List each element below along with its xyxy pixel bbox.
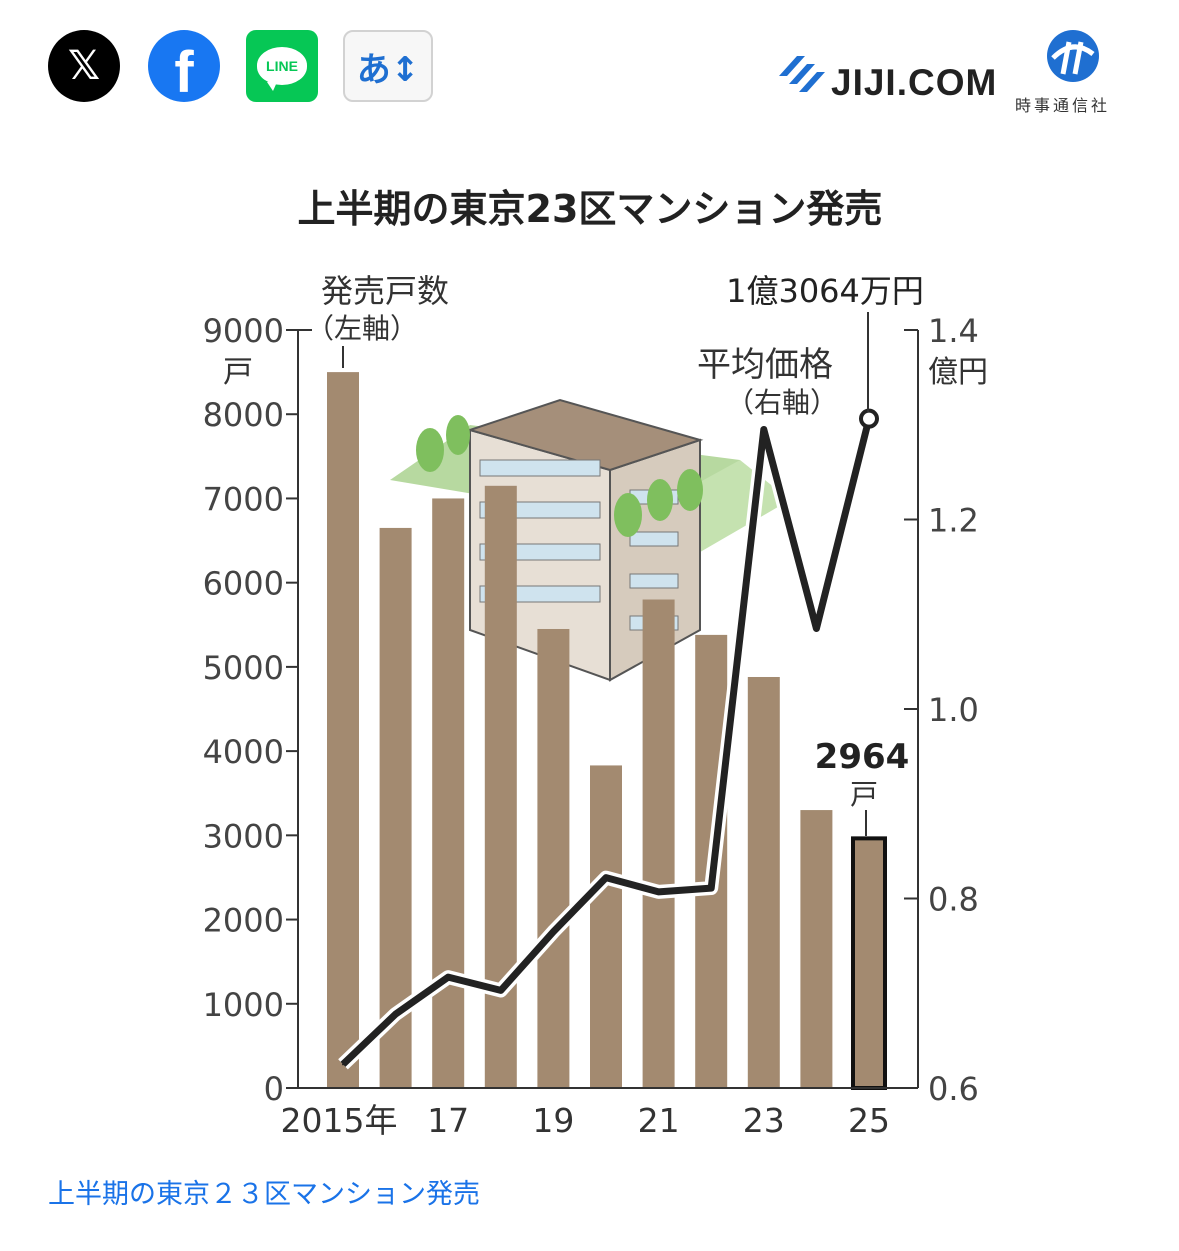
x-tick-label-2021: 21 (638, 1101, 680, 1140)
x-tick-label-2025: 25 (848, 1101, 890, 1140)
left-tick-label-8000: 8000 (203, 396, 284, 434)
left-axis-label-sub: （左軸） (306, 312, 418, 345)
x-tick-label-2015: 2015年 (281, 1101, 398, 1140)
bar-2021 (642, 599, 675, 1088)
left-tick-label-4000: 4000 (203, 733, 284, 771)
price-point-2023 (762, 428, 765, 431)
bar-2020 (590, 765, 622, 1088)
jiji-emblem-icon (1047, 30, 1099, 82)
left-tick-label-9000: 9000 (203, 312, 284, 350)
units-2025-unit: 戸 (850, 778, 878, 811)
left-tick-label-1000: 1000 (203, 986, 284, 1024)
price-point-2022 (710, 887, 713, 890)
right-axis-label: 平均価格 (697, 345, 833, 385)
chart-caption-link[interactable]: 上半期の東京２３区マンション発売 (48, 1179, 480, 1210)
price-point-2018 (499, 989, 502, 992)
bar-2019 (537, 628, 570, 1088)
left-tick-label-3000: 3000 (203, 817, 284, 855)
bar-2023 (747, 676, 780, 1088)
chart-title: 上半期の東京23区マンション発売 (298, 187, 883, 231)
facebook-share-button[interactable]: f (148, 30, 220, 105)
x-tick-label-2017: 17 (427, 1101, 469, 1140)
x-icon: 𝕏 (67, 43, 101, 89)
x-share-button[interactable]: 𝕏 (48, 30, 120, 102)
right-tick-label-1.2: 1.2 (928, 502, 979, 540)
logo-jp-text: 時事通信社 (1015, 96, 1111, 115)
price-point-2017 (447, 976, 450, 979)
left-tick-label-7000: 7000 (203, 480, 284, 518)
font-size-button[interactable]: あ↕ (343, 30, 433, 102)
price-point-2024 (815, 627, 818, 630)
right-tick-label-0.8: 0.8 (928, 881, 979, 919)
line-icon-label: LINE (266, 58, 298, 74)
facebook-icon: f (174, 39, 194, 105)
price-point-2020 (605, 876, 607, 879)
price-point-2016 (394, 1013, 397, 1016)
left-axis-label: 発売戸数 (321, 272, 449, 310)
price-line-series (338, 408, 879, 1070)
bar-2025 (851, 836, 887, 1091)
units-2025-annotation: 2964 (815, 737, 910, 777)
left-tick-label-6000: 6000 (203, 565, 284, 603)
right-tick-label-1: 1.0 (928, 691, 979, 729)
bar-2016 (379, 527, 412, 1088)
price-point-2015 (342, 1063, 344, 1066)
left-axis-unit: 戸 (223, 355, 253, 390)
x-tick-label-2019: 19 (532, 1101, 574, 1140)
bar-2024 (800, 810, 833, 1088)
bar-2018 (484, 485, 517, 1088)
left-tick-label-0: 0 (264, 1070, 284, 1108)
left-tick-label-5000: 5000 (203, 649, 284, 687)
bar-2015 (327, 372, 359, 1089)
left-tick-label-2000: 2000 (203, 902, 284, 940)
chart: 上半期の東京23区マンション発売 (0, 160, 1179, 1150)
price-point-2025 (859, 408, 879, 429)
chart-canvas: 上半期の東京23区マンション発売 (203, 187, 988, 1140)
right-axis-unit: 億円 (928, 355, 988, 390)
right-axis-label-sub: （右軸） (726, 386, 838, 419)
price-point-2019 (552, 930, 555, 933)
line-icon: LINE (257, 47, 307, 91)
right-tick-label-1.4: 1.4 (928, 312, 979, 350)
font-size-icon: あ↕ (356, 49, 420, 90)
right-tick-label-0.6: 0.6 (928, 1070, 979, 1108)
axes: 0 1000 2000 3000 4000 5000 6000 7000 8000 9000 0.6… (203, 312, 979, 1140)
price-point-2021 (657, 890, 660, 893)
jiji-mark-icon (779, 56, 825, 92)
x-tick-label-2023: 23 (743, 1101, 785, 1140)
price-2025-annotation: 1億3064万円 (726, 272, 924, 310)
bar-2017 (432, 498, 465, 1088)
line-share-button[interactable]: LINE (246, 30, 318, 102)
logo-text: JIJI.COM (831, 62, 998, 103)
jiji-logo[interactable]: JIJI.COM 時事通信社 (775, 28, 1135, 115)
